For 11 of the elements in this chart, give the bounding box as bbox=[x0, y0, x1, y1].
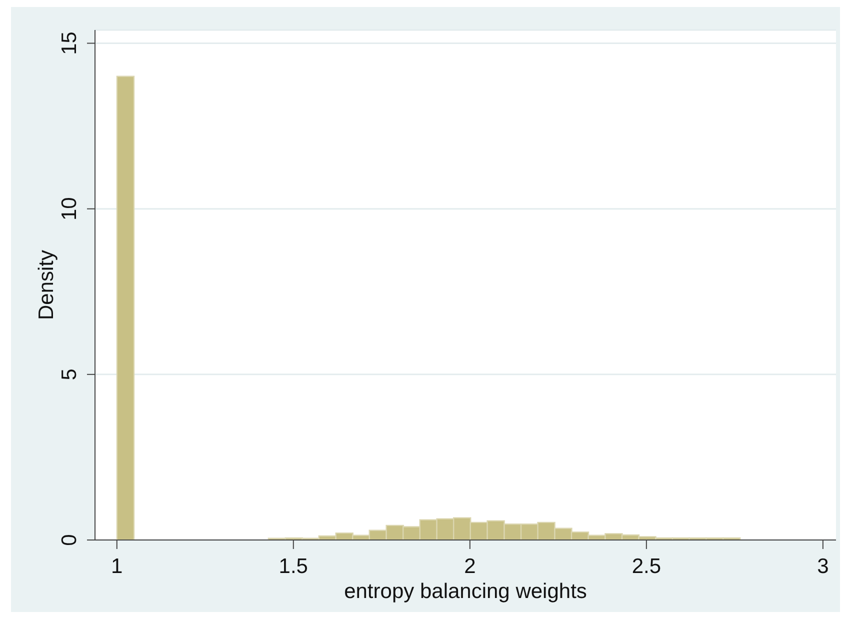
y-tick-label: 10 bbox=[58, 197, 81, 221]
x-axis-title: entropy balancing weights bbox=[344, 580, 587, 603]
x-tick-label: 1.5 bbox=[278, 555, 308, 578]
y-tick-label: 5 bbox=[58, 368, 81, 380]
y-tick-label: 0 bbox=[58, 534, 81, 546]
x-tick-label: 2 bbox=[464, 555, 476, 578]
y-axis-title: Density bbox=[35, 249, 58, 320]
x-tick-label: 1 bbox=[111, 555, 123, 578]
x-tick-label: 3 bbox=[817, 555, 829, 578]
y-tick-label: 15 bbox=[58, 32, 81, 55]
x-tick-label: 2.5 bbox=[632, 555, 662, 578]
